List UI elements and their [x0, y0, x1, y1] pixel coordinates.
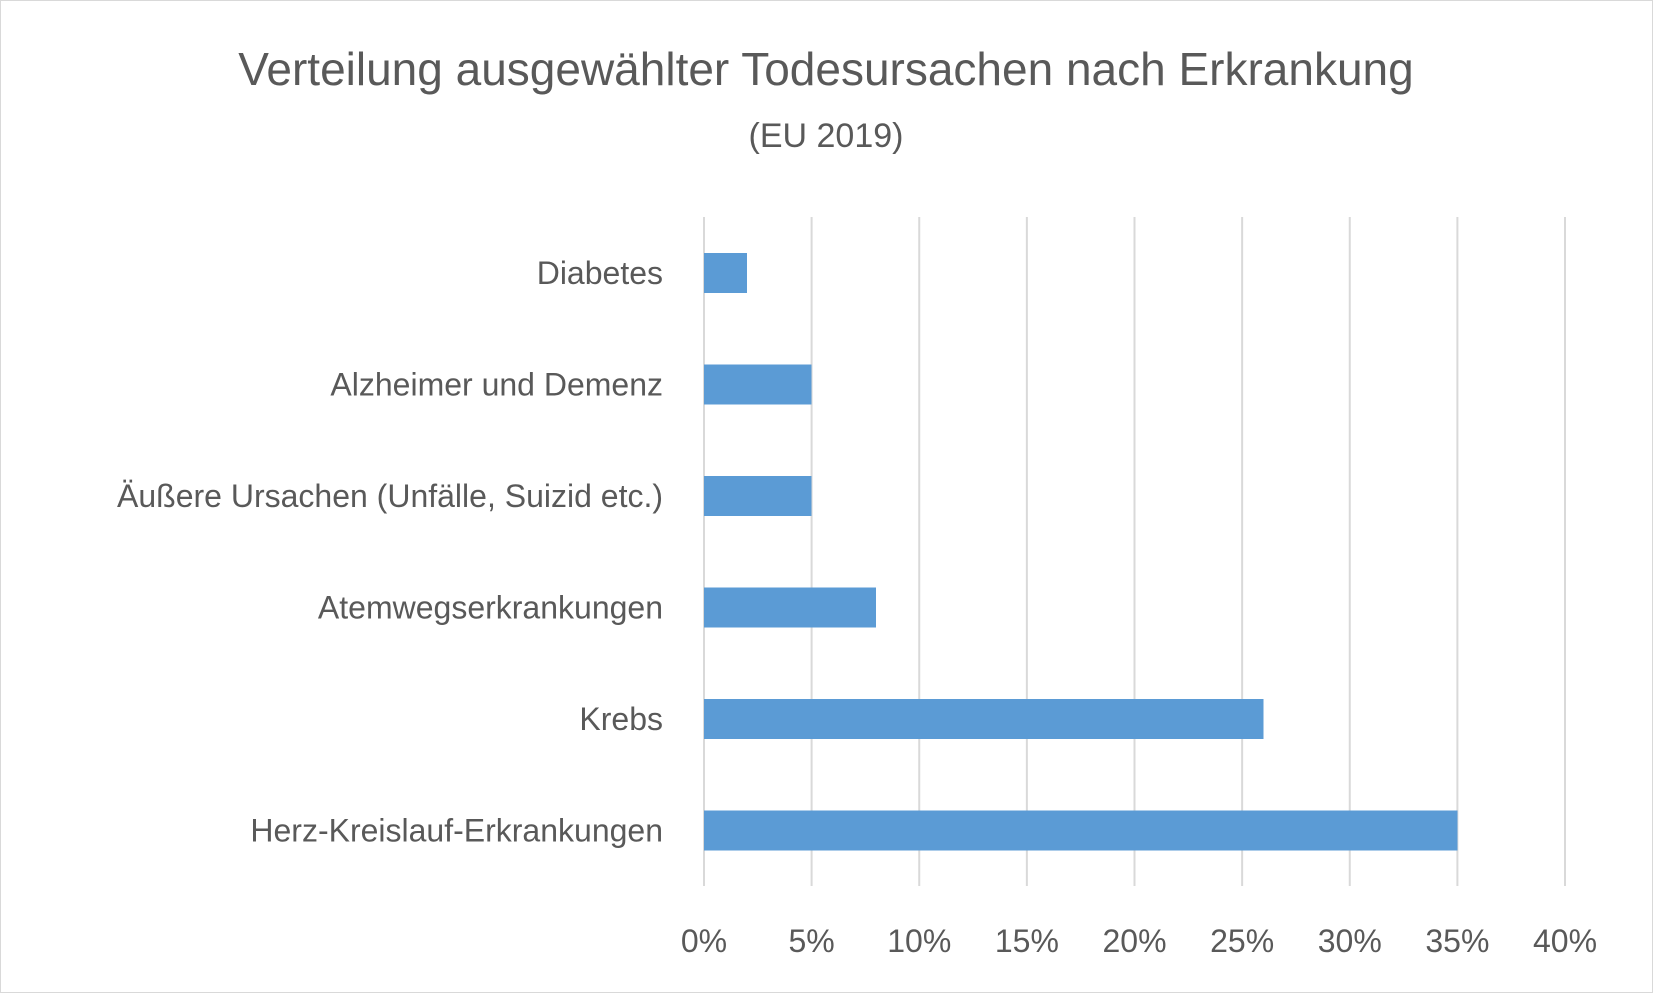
x-tick-label: 5%: [789, 923, 835, 959]
category-label: Atemwegserkrankungen: [318, 589, 663, 625]
bar: [704, 810, 1458, 851]
bar: [704, 475, 812, 516]
x-tick-label: 40%: [1533, 923, 1597, 959]
category-labels: Diabetes Alzheimer und Demenz Äußere Ursac…: [117, 255, 663, 849]
category-label: Alzheimer und Demenz: [330, 366, 663, 402]
chart-subtitle: (EU 2019): [749, 117, 904, 155]
x-tick-label: 15%: [995, 923, 1059, 959]
category-label: Diabetes: [537, 255, 663, 291]
x-tick-label: 0%: [681, 923, 727, 959]
x-tick-label: 30%: [1318, 923, 1382, 959]
chart-title: Verteilung ausgewählter Todesursachen na…: [238, 43, 1413, 95]
category-label: Krebs: [579, 701, 663, 737]
x-axis-tick-labels: 0% 5% 10% 15% 20% 25% 30% 35% 40%: [681, 923, 1597, 959]
gridlines: [703, 217, 1566, 886]
bars: [704, 252, 1458, 851]
x-tick-label: 10%: [887, 923, 951, 959]
bar: [704, 364, 812, 405]
bar: [704, 698, 1264, 739]
bar: [704, 252, 748, 293]
x-tick-label: 35%: [1425, 923, 1489, 959]
category-label: Herz-Kreislauf-Erkrankungen: [250, 812, 663, 848]
x-tick-label: 20%: [1102, 923, 1166, 959]
bar: [704, 587, 877, 628]
category-label: Äußere Ursachen (Unfälle, Suizid etc.): [117, 478, 663, 514]
x-tick-label: 25%: [1210, 923, 1274, 959]
